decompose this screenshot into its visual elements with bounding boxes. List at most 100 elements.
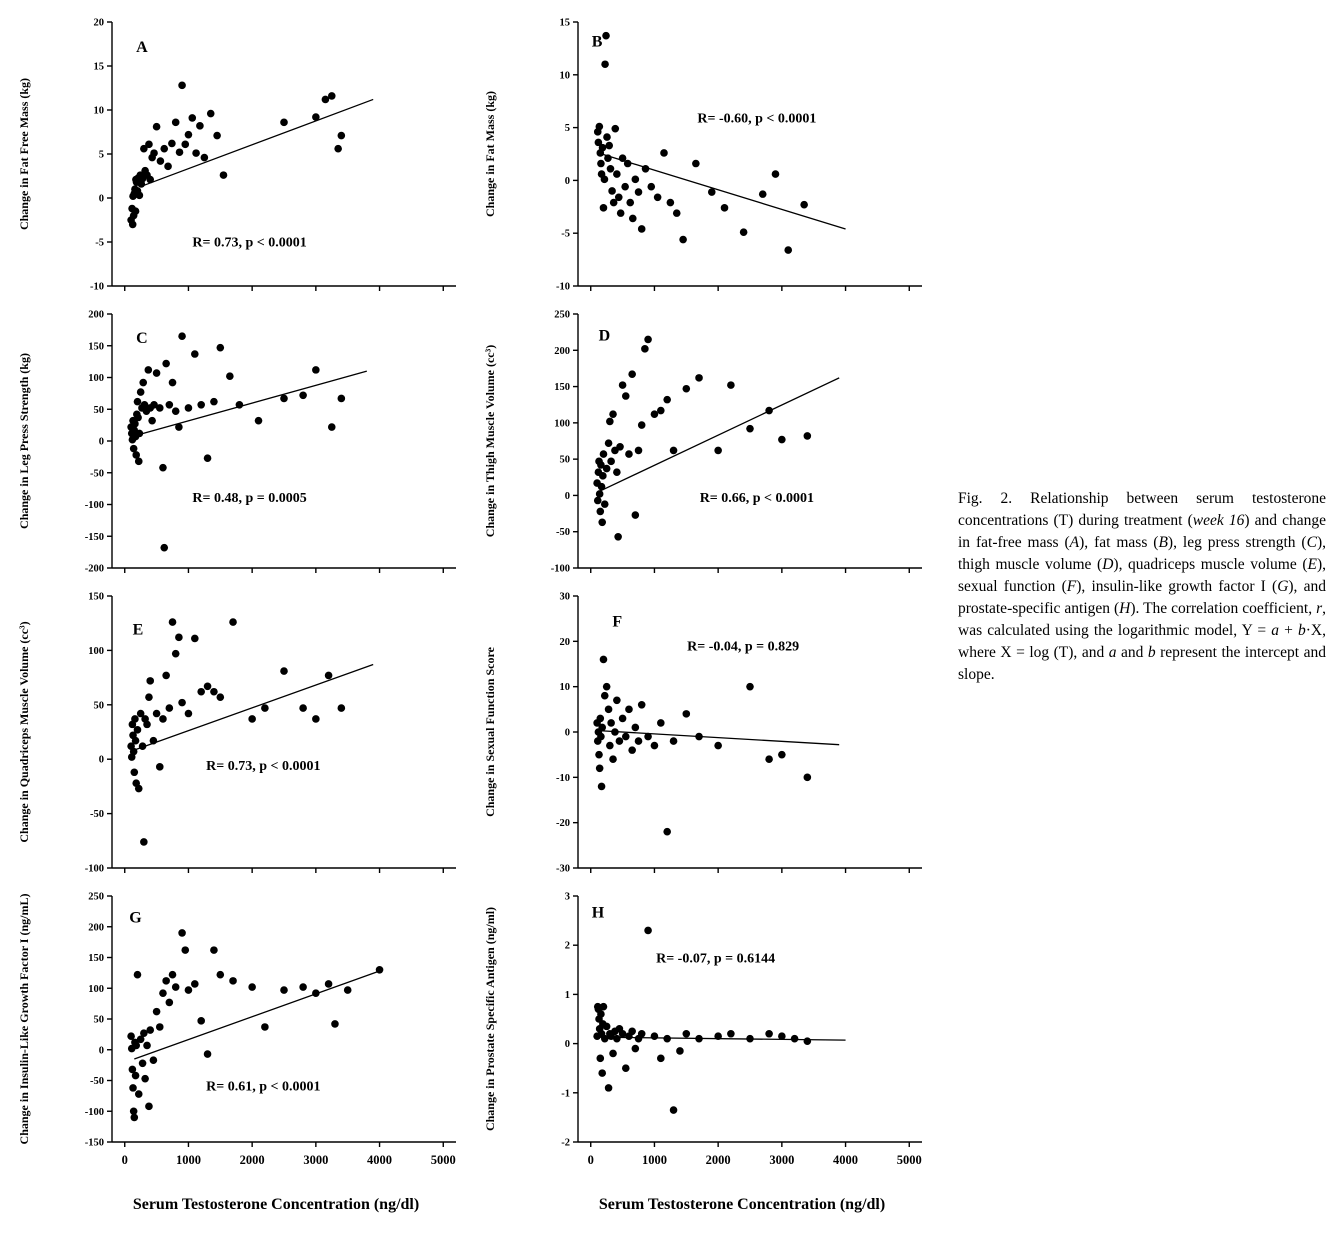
svg-text:-20: -20 <box>556 818 570 829</box>
svg-text:50: 50 <box>560 455 571 466</box>
svg-text:1000: 1000 <box>176 1153 201 1167</box>
panel-F-chart: -30 -20 -10 0 10 20 30 Change in Sexual Functio… <box>483 592 922 875</box>
svg-text:-10: -10 <box>556 282 570 293</box>
y-tick-labels: -10 -5 0 5 10 15 <box>556 18 570 293</box>
svg-text:-150: -150 <box>85 532 104 543</box>
svg-text:150: 150 <box>88 341 104 352</box>
svg-text:20: 20 <box>560 637 571 648</box>
panel-A-chart: -10 -5 0 5 10 15 20 Change in Fat Free Mass (kg… <box>17 18 456 293</box>
panel-B-chart: -10 -5 0 5 10 15 Change in Fat Mass (kg) B R= -0… <box>483 18 922 293</box>
svg-text:50: 50 <box>94 700 105 711</box>
svg-text:5: 5 <box>565 123 570 134</box>
y-axis-label: Change in Leg Press Strength (kg) <box>17 353 31 529</box>
svg-text:-2: -2 <box>561 1138 570 1149</box>
axes <box>573 895 922 1147</box>
axes <box>573 595 922 873</box>
x-axis-title-right: Serum Testosterone Concentration (ng/dl) <box>598 1196 886 1213</box>
svg-text:200: 200 <box>88 310 104 321</box>
svg-text:250: 250 <box>88 892 104 903</box>
svg-text:3000: 3000 <box>769 1153 794 1167</box>
correlation-annotation: R= -0.60, p < 0.0001 <box>697 111 816 126</box>
y-axis-label: Change in Quadriceps Muscle Volume (cc³) <box>17 621 31 842</box>
svg-text:-10: -10 <box>90 282 104 293</box>
svg-text:0: 0 <box>565 176 570 187</box>
scatter-points <box>593 655 812 836</box>
svg-text:0: 0 <box>565 1039 570 1050</box>
panel-C-chart: -200 -150 -100 -50 0 50 100 150 200 Change in Leg… <box>17 310 456 575</box>
panel-F: -30 -20 -10 0 10 20 30 Change in Sexual Functio… <box>478 584 938 884</box>
svg-text:50: 50 <box>94 1015 105 1026</box>
svg-text:200: 200 <box>88 922 104 933</box>
scatter-points <box>593 335 812 541</box>
x-axis-title-left: Serum Testosterone Concentration (ng/dl) <box>132 1196 420 1213</box>
y-tick-labels: -100 -50 0 50 100 150 200 250 <box>551 310 570 575</box>
svg-text:-100: -100 <box>551 564 570 575</box>
scatter-points <box>127 81 346 229</box>
svg-text:0: 0 <box>99 437 104 448</box>
axes <box>107 313 456 573</box>
svg-text:100: 100 <box>554 418 570 429</box>
y-tick-labels: -2 -1 0 1 2 3 <box>561 892 570 1149</box>
panel-D-chart: -100 -50 0 50 100 150 200 250 Change in Thigh Mu… <box>483 310 922 575</box>
scatter-points <box>127 618 346 846</box>
svg-text:100: 100 <box>88 373 104 384</box>
svg-text:-30: -30 <box>556 864 570 875</box>
y-axis-label: Change in Prostate Specific Antigen (ng/… <box>483 907 497 1131</box>
y-axis-label: Change in Fat Mass (kg) <box>483 91 497 217</box>
panel-letter: F <box>612 613 622 630</box>
svg-text:4000: 4000 <box>367 1153 392 1167</box>
svg-text:0: 0 <box>565 728 570 739</box>
y-tick-labels: -150 -100 -50 0 50 100 150 200 250 <box>85 892 104 1149</box>
x-tick-labels: 0 1000 2000 3000 4000 5000 <box>588 1153 922 1167</box>
svg-text:-1: -1 <box>561 1088 570 1099</box>
y-tick-labels: -100 -50 0 50 100 150 <box>85 592 104 875</box>
correlation-annotation: R= 0.66, p < 0.0001 <box>700 491 814 506</box>
svg-text:5000: 5000 <box>897 1153 922 1167</box>
svg-text:4000: 4000 <box>833 1153 858 1167</box>
svg-text:-100: -100 <box>85 864 104 875</box>
svg-text:2: 2 <box>565 941 570 952</box>
svg-text:-100: -100 <box>85 500 104 511</box>
svg-text:2000: 2000 <box>240 1153 265 1167</box>
panel-A: -10 -5 0 5 10 15 20 Change in Fat Free Mass (kg… <box>12 10 472 302</box>
y-axis-label: Change in Sexual Function Score <box>483 646 497 816</box>
panel-letter: H <box>592 904 605 921</box>
svg-text:-5: -5 <box>561 229 570 240</box>
regression-line <box>598 152 846 230</box>
regression-line <box>140 98 374 188</box>
correlation-annotation: R= -0.07, p = 0.6144 <box>656 951 775 966</box>
regression-line <box>598 729 840 746</box>
panel-H: -2 -1 0 1 2 3 0 1000 2000 3000 4000 5000 Change in P… <box>478 884 938 1188</box>
panel-B: -10 -5 0 5 10 15 Change in Fat Mass (kg) B R= -0… <box>478 10 938 302</box>
y-tick-labels: -200 -150 -100 -50 0 50 100 150 200 <box>85 310 104 575</box>
svg-text:3000: 3000 <box>303 1153 328 1167</box>
y-axis-label: Change in Insulin-Like Growth Factor I (… <box>17 894 31 1145</box>
svg-text:-150: -150 <box>85 1138 104 1149</box>
svg-text:150: 150 <box>88 953 104 964</box>
svg-text:10: 10 <box>560 682 571 693</box>
svg-text:150: 150 <box>554 382 570 393</box>
scatter-points <box>127 332 346 552</box>
correlation-annotation: R= -0.04, p = 0.829 <box>687 639 799 654</box>
svg-text:0: 0 <box>99 1045 104 1056</box>
axes <box>107 21 456 291</box>
svg-text:0: 0 <box>122 1153 128 1167</box>
svg-text:100: 100 <box>88 646 104 657</box>
correlation-annotation: R= 0.61, p < 0.0001 <box>206 1079 320 1094</box>
regression-line <box>598 377 840 493</box>
svg-text:150: 150 <box>88 592 104 603</box>
scatter-points <box>593 926 812 1114</box>
regression-line <box>132 663 374 752</box>
svg-text:5000: 5000 <box>431 1153 456 1167</box>
y-tick-labels: -10 -5 0 5 10 15 20 <box>90 18 104 293</box>
panel-G-chart: -150 -100 -50 0 50 100 150 200 250 0 1000 2000 3000 4… <box>17 892 456 1167</box>
svg-text:-50: -50 <box>556 527 570 538</box>
svg-text:30: 30 <box>560 592 571 603</box>
svg-text:15: 15 <box>560 18 571 29</box>
panel-H-chart: -2 -1 0 1 2 3 0 1000 2000 3000 4000 5000 Change in P… <box>483 892 922 1167</box>
svg-text:-100: -100 <box>85 1107 104 1118</box>
svg-text:50: 50 <box>94 405 105 416</box>
regression-line <box>134 370 367 437</box>
svg-text:0: 0 <box>588 1153 594 1167</box>
panel-letter: D <box>599 328 611 345</box>
